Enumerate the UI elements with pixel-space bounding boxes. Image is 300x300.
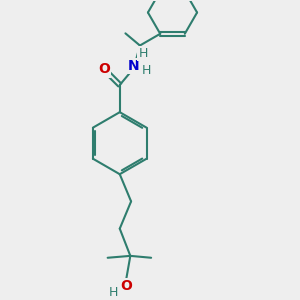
Text: H: H <box>138 47 148 60</box>
Text: N: N <box>128 59 140 73</box>
Text: H: H <box>141 64 151 77</box>
Text: O: O <box>120 279 132 293</box>
Text: O: O <box>98 62 110 76</box>
Text: H: H <box>109 286 118 299</box>
